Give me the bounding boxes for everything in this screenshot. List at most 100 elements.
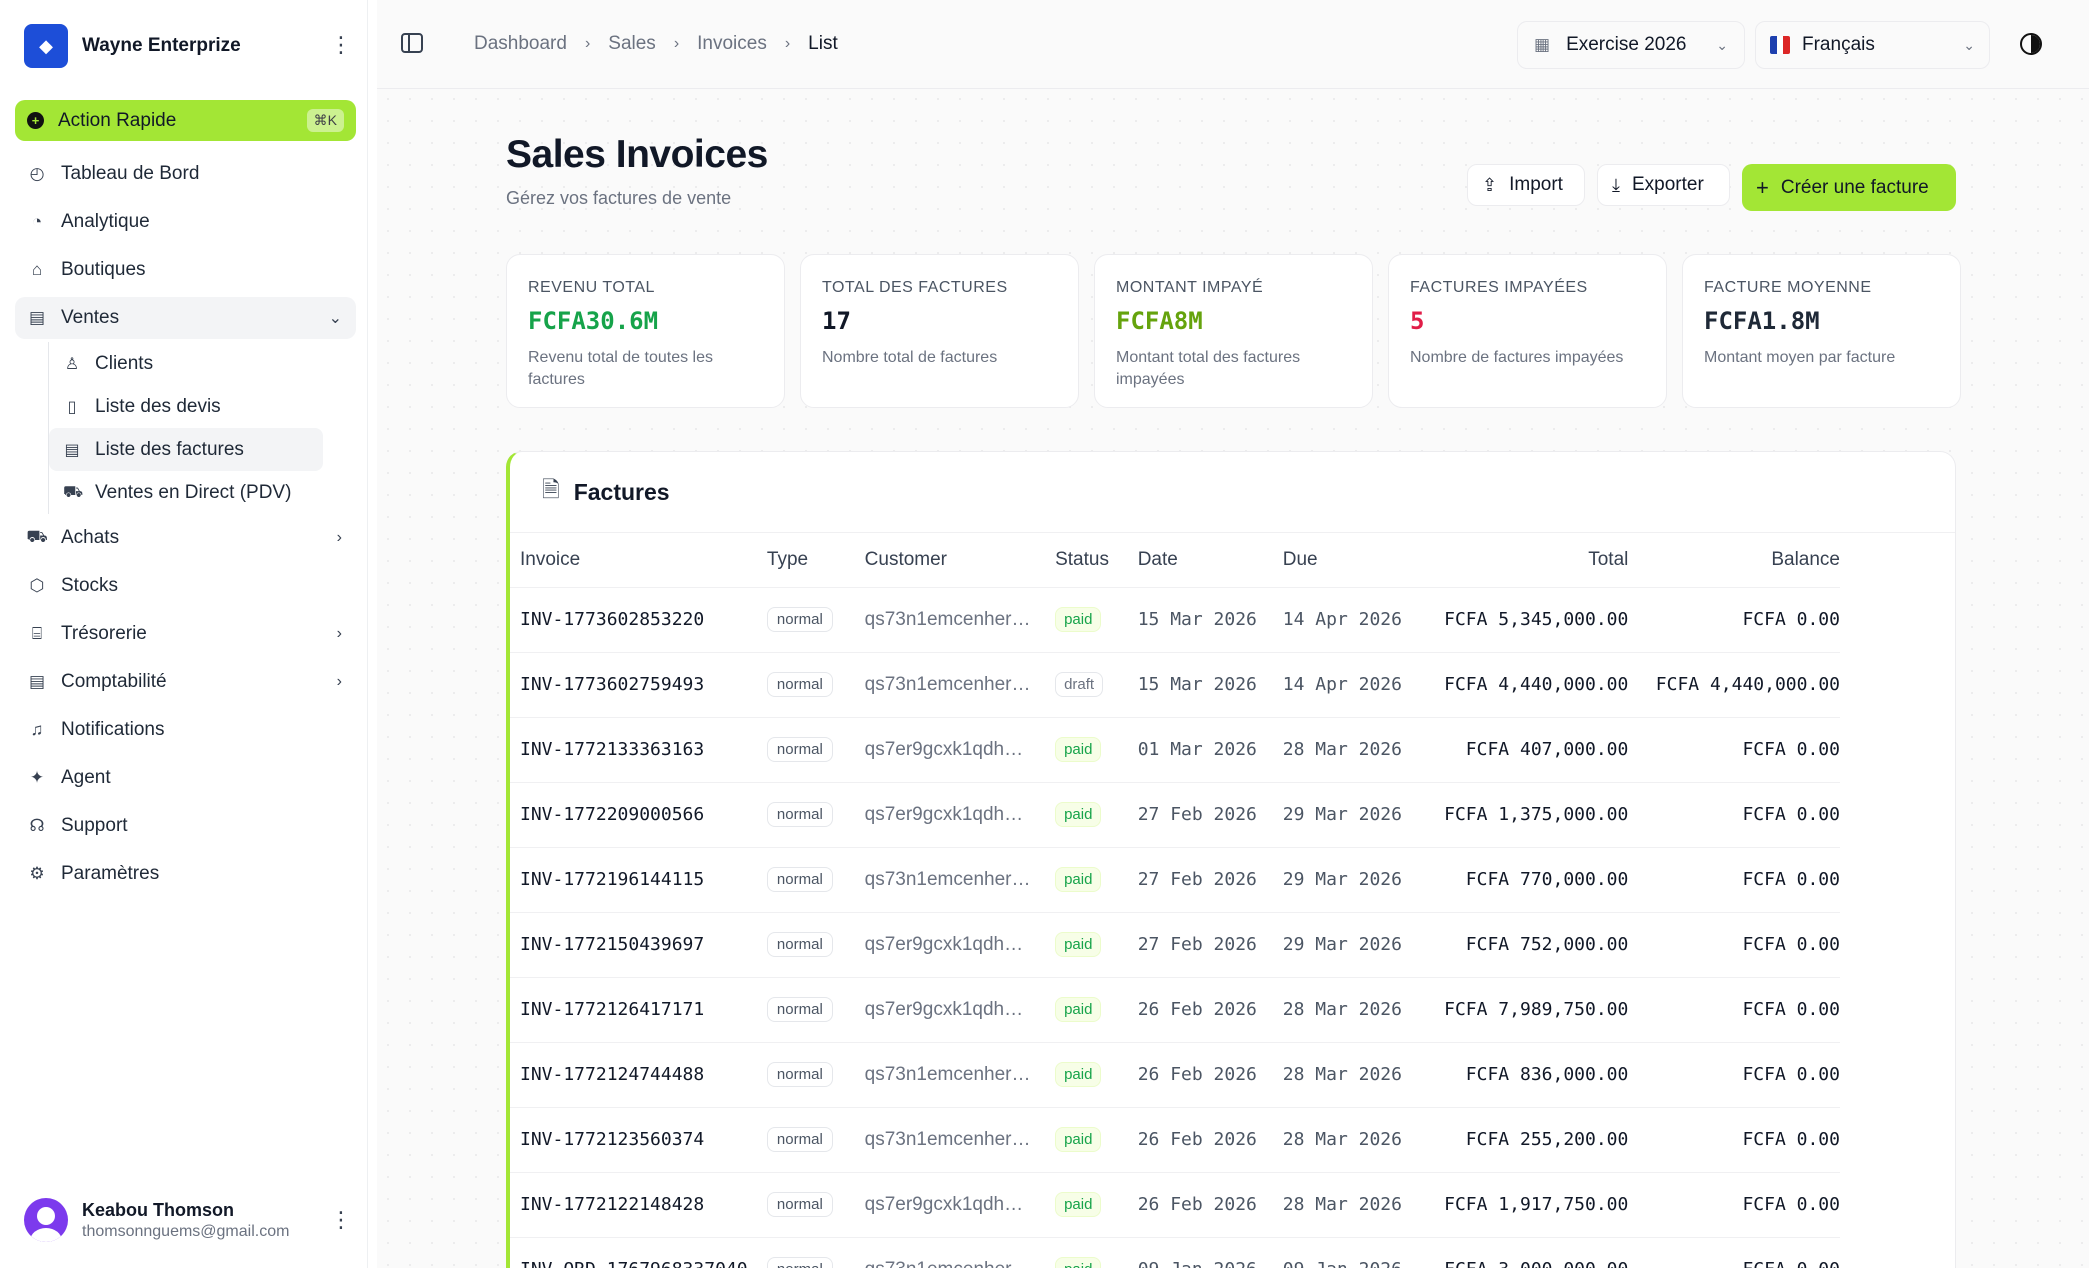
column-header-due[interactable]: Due <box>1282 533 1412 588</box>
sidebar-item-shops[interactable]: ⌂ Boutiques <box>15 246 356 294</box>
sidebar-item-stocks[interactable]: ⬡ Stocks <box>15 562 356 610</box>
cell-total: FCFA 3,000,000.00 <box>1411 1237 1629 1268</box>
invoice-number[interactable]: INV-1772150439697 <box>520 934 705 955</box>
sidebar-item-invoices[interactable]: ▤ Liste des factures <box>49 428 323 471</box>
invoice-number[interactable]: INV-1772133363163 <box>520 739 705 760</box>
type-badge: normal <box>766 802 833 827</box>
cell-status: paid <box>1055 1042 1138 1108</box>
sidebar-item-accounting[interactable]: ▤ Comptabilité › <box>15 658 356 706</box>
sidebar-item-agent[interactable]: ✦ Agent <box>15 754 356 802</box>
cell-invoice: INV-1772126417171 <box>510 977 767 1043</box>
invoice-number[interactable]: INV-1772209000566 <box>520 804 705 825</box>
invoice-number[interactable]: INV-1773602853220 <box>520 609 705 630</box>
sidebar-item-dashboard[interactable]: ◴ Tableau de Bord <box>15 150 356 198</box>
sidebar-item-support[interactable]: ☊ Support <box>15 802 356 850</box>
create-invoice-button[interactable]: + Créer une facture <box>1742 164 1956 211</box>
due-date: 28 Mar 2026 <box>1282 999 1402 1020</box>
column-header-balance[interactable]: Balance <box>1628 533 1840 588</box>
cell-due: 29 Mar 2026 <box>1282 847 1412 913</box>
headset-icon: ☊ <box>29 816 45 835</box>
invoice-number[interactable]: INV-1772124744488 <box>520 1064 705 1085</box>
language-select[interactable]: Français ⌄ <box>1755 21 1990 69</box>
cell-total: FCFA 407,000.00 <box>1411 717 1629 783</box>
user-menu[interactable]: Keabou Thomson thomsonnguems@gmail.com ⋮ <box>24 1195 360 1245</box>
sidebar-item-clients[interactable]: ♙ Clients <box>49 342 323 385</box>
invoice-number[interactable]: INV-1773602759493 <box>520 674 705 695</box>
cell-due: 14 Apr 2026 <box>1282 652 1412 718</box>
due-date: 14 Apr 2026 <box>1282 674 1402 695</box>
sidebar-item-pos[interactable]: ⛟ Ventes en Direct (PDV) <box>49 471 323 514</box>
cell-total: FCFA 836,000.00 <box>1411 1042 1629 1108</box>
brand-switcher[interactable]: ◆ Wayne Enterprize ⋮ <box>24 24 360 68</box>
plus-circle-icon: + <box>27 112 44 129</box>
breadcrumb-sales[interactable]: Sales <box>608 33 656 54</box>
breadcrumb-invoices[interactable]: Invoices <box>697 33 767 54</box>
cell-invoice: INV-1772124744488 <box>510 1042 767 1108</box>
sidebar-item-label: Ventes en Direct (PDV) <box>95 481 292 503</box>
cell-type: normal <box>766 1107 865 1173</box>
cell-due: 09 Jan 2026 <box>1282 1237 1412 1268</box>
cell-due: 14 Apr 2026 <box>1282 587 1412 653</box>
quick-action-button[interactable]: + Action Rapide ⌘K <box>15 100 356 141</box>
table-row[interactable]: INV-1772209000566 normal qs7er9gcxk1qdhw..… <box>510 782 1840 848</box>
column-header-status[interactable]: Status <box>1055 533 1138 588</box>
table-row[interactable]: INV-1772150439697 normal qs7er9gcxk1qdhw..… <box>510 912 1840 978</box>
cell-due: 29 Mar 2026 <box>1282 782 1412 848</box>
cart-icon: ⛟ <box>26 527 48 546</box>
gauge-icon: ◴ <box>29 164 45 183</box>
stat-label: REVENU TOTAL <box>528 279 655 296</box>
customer-id: qs73n1emcenherv... <box>864 608 1031 630</box>
sidebar-item-label: Support <box>61 815 128 836</box>
cell-customer: qs73n1emcenherv... <box>864 1237 1056 1268</box>
sidebar-item-treasury[interactable]: ⌸ Trésorerie › <box>15 610 356 658</box>
more-vertical-icon[interactable]: ⋮ <box>330 1207 352 1232</box>
invoice-number[interactable]: INV-1772196144115 <box>520 869 705 890</box>
sidebar-nav: ◴ Tableau de Bord ◔ Analytique ⌂ Boutiqu… <box>15 150 356 898</box>
table-row[interactable]: INV-1772124744488 normal qs73n1emcenherv..… <box>510 1042 1840 1108</box>
table-row[interactable]: INV-ORD-1767968337040 normal qs73n1emcenhe… <box>510 1237 1840 1268</box>
breadcrumb-dashboard[interactable]: Dashboard <box>474 33 567 54</box>
more-vertical-icon[interactable]: ⋮ <box>330 32 352 57</box>
invoice-number[interactable]: INV-1772126417171 <box>520 999 705 1020</box>
stat-value: FCFA30.6M <box>528 307 659 335</box>
bell-icon: ♫ <box>30 720 44 739</box>
table-row[interactable]: INV-1772133363163 normal qs7er9gcxk1qdhw..… <box>510 717 1840 783</box>
status-badge: paid <box>1055 1062 1102 1087</box>
import-button[interactable]: ⇪ Import <box>1467 164 1585 206</box>
type-badge: normal <box>766 607 833 632</box>
table-row[interactable]: INV-1772122148428 normal qs7er9gcxk1qdhw..… <box>510 1172 1840 1238</box>
cell-total: FCFA 4,440,000.00 <box>1411 652 1629 718</box>
export-button[interactable]: ⤓ Exporter <box>1597 164 1730 206</box>
cell-customer: qs7er9gcxk1qdhw... <box>864 782 1056 848</box>
sidebar-toggle-icon[interactable] <box>401 33 423 53</box>
invoices-table: Invoice Type Customer Status Date Due To… <box>510 533 1840 1268</box>
sales-submenu: ♙ Clients ▯ Liste des devis ▤ Liste des … <box>48 342 356 514</box>
sidebar-item-settings[interactable]: ⚙ Paramètres <box>15 850 356 898</box>
sidebar-item-analytics[interactable]: ◔ Analytique <box>15 198 356 246</box>
sidebar-item-quotes[interactable]: ▯ Liste des devis <box>49 385 323 428</box>
column-header-type[interactable]: Type <box>766 533 865 588</box>
sidebar-item-notifications[interactable]: ♫ Notifications <box>15 706 356 754</box>
sidebar-item-purchases[interactable]: ⛟ Achats › <box>15 514 356 562</box>
table-row[interactable]: INV-1772126417171 normal qs7er9gcxk1qdhw..… <box>510 977 1840 1043</box>
column-header-total[interactable]: Total <box>1411 533 1629 588</box>
export-label: Exporter <box>1631 174 1704 195</box>
invoice-number[interactable]: INV-ORD-1767968337040 <box>520 1259 748 1268</box>
table-row[interactable]: INV-1773602853220 normal qs73n1emcenherv..… <box>510 587 1840 653</box>
sidebar-item-sales[interactable]: ▤ Ventes ⌄ <box>15 297 356 339</box>
column-header-customer[interactable]: Customer <box>864 533 1056 588</box>
column-header-invoice[interactable]: Invoice <box>510 533 767 588</box>
exercise-select[interactable]: ▦ Exercise 2026 ⌄ <box>1517 21 1745 69</box>
table-row[interactable]: INV-1772123560374 normal qs73n1emcenherv..… <box>510 1107 1840 1173</box>
table-row[interactable]: INV-1772196144115 normal qs73n1emcenherv..… <box>510 847 1840 913</box>
breadcrumb-current: List <box>808 33 838 54</box>
cell-invoice: INV-1772122148428 <box>510 1172 767 1238</box>
sidebar-item-label: Comptabilité <box>61 671 167 692</box>
theme-toggle-icon[interactable] <box>2020 33 2042 55</box>
table-row[interactable]: INV-1773602759493 normal qs73n1emcenherv..… <box>510 652 1840 718</box>
stat-value: 17 <box>822 307 851 335</box>
invoice-number[interactable]: INV-1772122148428 <box>520 1194 705 1215</box>
cell-customer: qs73n1emcenherv... <box>864 1107 1056 1173</box>
column-header-date[interactable]: Date <box>1137 533 1283 588</box>
invoice-number[interactable]: INV-1772123560374 <box>520 1129 705 1150</box>
